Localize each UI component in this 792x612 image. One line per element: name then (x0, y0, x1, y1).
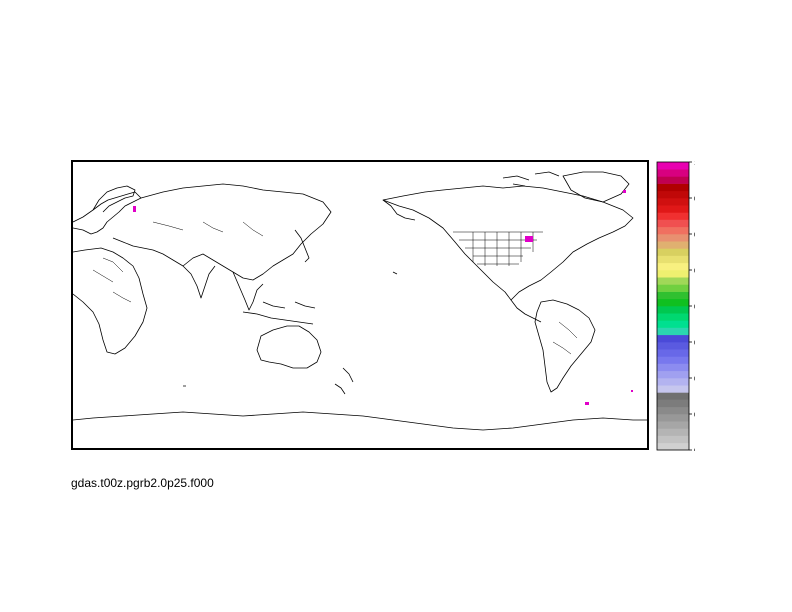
highlight-south-atlantic (585, 402, 589, 405)
colorbar-segment (657, 205, 689, 213)
colorbar-segment (657, 370, 689, 379)
colorbar-segment (657, 421, 689, 429)
colorbar-segment (657, 298, 689, 307)
colorbar-segment (657, 255, 689, 264)
colorbar-segment (657, 270, 689, 278)
coastline-greenland (562, 171, 630, 203)
colorbar-segment (657, 306, 689, 314)
data-highlights (133, 190, 633, 405)
coastline-central-america (510, 299, 542, 323)
colorbar-segment (657, 356, 689, 364)
colorbar-tick-label: 1 (694, 161, 695, 167)
coastline-africa (73, 247, 148, 355)
colorbar-segment (657, 262, 689, 271)
colorbar-segment (657, 234, 689, 242)
colorbar-segment (657, 320, 689, 328)
colorbar-segment (657, 442, 689, 451)
colorbar-segment (657, 428, 689, 436)
coastline-north-america (382, 185, 634, 301)
country-borders (92, 221, 578, 355)
coastline-indonesia (242, 301, 316, 325)
colorbar-segment (657, 162, 689, 170)
coastline-japan (294, 229, 310, 263)
colorbar-segment (657, 183, 689, 192)
coastline-south-america (534, 299, 596, 393)
coastline-pacific-islands (183, 271, 398, 387)
colorbar-tick-label: 0.75 (694, 232, 695, 239)
colorbar: 0 0.125 0.25 0.375 0.5 0.625 0.75 0.875 1 (656, 161, 695, 451)
map-panel (71, 160, 649, 450)
colorbar-tick-label: 0.875 (694, 196, 695, 203)
colorbar-segment (657, 190, 689, 199)
colorbar-segment (657, 435, 689, 444)
world-map (73, 171, 647, 431)
colorbar-tick-label: 0.125 (694, 412, 695, 419)
us-state-lines (453, 231, 543, 266)
colorbar-segment (657, 399, 689, 408)
highlight-scandinavia (133, 206, 136, 212)
colorbar-segment (657, 392, 689, 400)
coastline-new-zealand (334, 367, 354, 395)
colorbar-segment (657, 349, 689, 357)
filename-label: gdas.t00z.pgrb2.0p25.f000 (71, 476, 214, 490)
colorbar-segment (657, 241, 689, 249)
colorbar-tick-label: 0 (694, 448, 695, 451)
coastline-asia (112, 183, 332, 281)
colorbar-segment (657, 219, 689, 228)
coastline-alaska (382, 199, 416, 221)
colorbar-segment (657, 284, 689, 292)
coastline-antarctica (73, 411, 647, 431)
colorbar-segment (657, 291, 689, 300)
coastline-india (182, 265, 216, 299)
colorbar-segment (657, 198, 689, 206)
colorbar-segment (657, 226, 689, 235)
colorbar-segment (657, 385, 689, 393)
coastline-southeast-asia (232, 271, 264, 311)
colorbar-segment (657, 277, 689, 285)
colorbar-tick-label: 0.625 (694, 268, 695, 275)
colorbar-segment (657, 169, 689, 177)
colorbar-tick-label: 0.375 (694, 340, 695, 347)
highlight-greenland (623, 190, 626, 193)
colorbar-tick-label: 0.5 (694, 304, 695, 311)
colorbar-segment (657, 176, 689, 184)
colorbar-segment (657, 248, 689, 256)
colorbar-segment (657, 212, 689, 220)
coastline-arctic-islands (502, 171, 560, 187)
colorbar-tick-label: 0.25 (694, 376, 695, 383)
colorbar-segment (657, 334, 689, 343)
colorbar-segment (657, 327, 689, 336)
coastline-scandinavia (92, 185, 136, 213)
coastline-europe (73, 191, 142, 235)
colorbar-segment (657, 342, 689, 350)
highlight-south-atlantic-east (631, 390, 633, 392)
colorbar-segment (657, 363, 689, 372)
coastline-australia (256, 325, 322, 369)
colorbar-segment (657, 414, 689, 422)
highlight-northeast-us (525, 236, 533, 242)
colorbar-segment (657, 406, 689, 415)
colorbar-segment (657, 313, 689, 321)
colorbar-segment (657, 378, 689, 386)
